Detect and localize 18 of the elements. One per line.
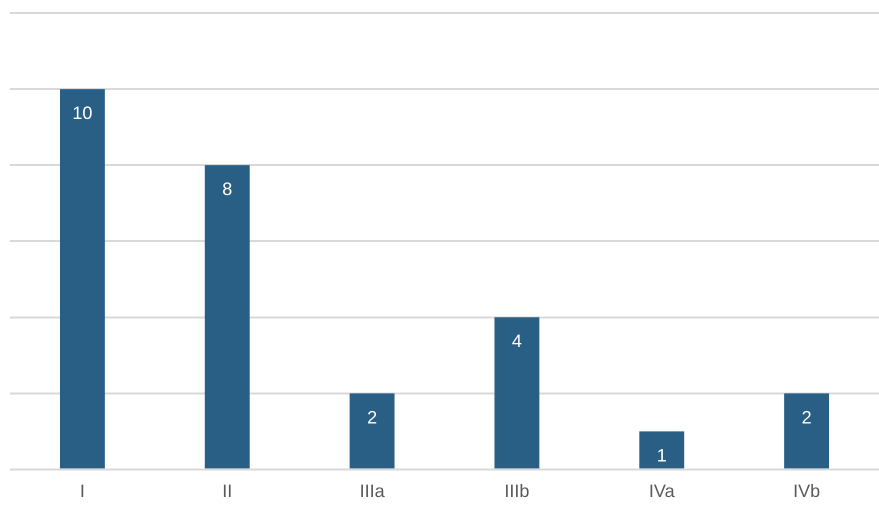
data-label: 4 <box>512 331 522 352</box>
x-tick-label: II <box>222 481 232 502</box>
bar <box>350 393 395 468</box>
data-label: 8 <box>222 179 232 200</box>
x-tick-label: IIIa <box>360 481 386 502</box>
bar <box>204 165 250 468</box>
data-label: 1 <box>656 445 667 466</box>
data-label: 2 <box>367 407 378 428</box>
bar <box>60 89 105 468</box>
x-tick-label: IVb <box>793 481 820 502</box>
x-tick-label: IVa <box>648 481 676 502</box>
bar <box>639 431 684 468</box>
x-tick-label: I <box>80 481 85 502</box>
bar <box>494 317 540 468</box>
x-tick-label: IIIb <box>504 481 530 502</box>
data-label: 2 <box>802 407 812 428</box>
data-label: 10 <box>72 103 92 124</box>
bar <box>784 393 830 468</box>
